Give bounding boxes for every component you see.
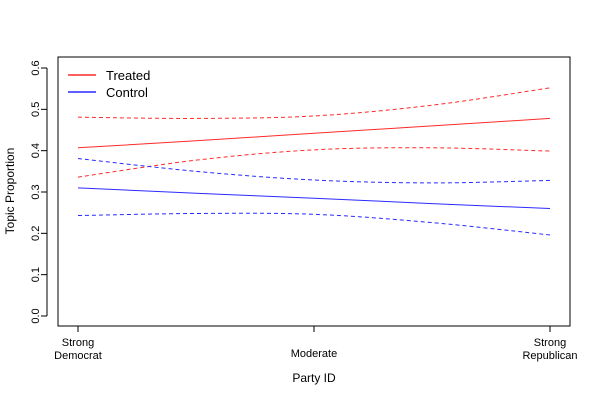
control-upper-ci-line — [77, 158, 551, 184]
x-tick-label: Republican — [522, 350, 577, 362]
series-layer — [77, 87, 551, 236]
treated-upper-ci-line — [77, 87, 551, 119]
control-lower-ci-line — [77, 212, 551, 236]
y-tick-label: 0.0 — [30, 308, 42, 323]
control-mean-line — [77, 187, 551, 210]
treated-mean-line — [77, 117, 551, 149]
legend-label-control: Control — [106, 85, 148, 100]
y-axis: 0.0 0.1 0.2 0.3 0.4 0.5 0.6 — [30, 60, 48, 324]
x-tick-label: Strong — [62, 337, 94, 349]
y-axis-title: Topic Proportion — [3, 148, 17, 235]
x-tick-label: Democrat — [54, 350, 102, 362]
legend: Treated Control — [68, 68, 150, 100]
x-tick-label: Moderate — [291, 348, 337, 360]
x-axis-title: Party ID — [292, 371, 336, 385]
treated-lower-ci-line — [77, 147, 551, 178]
y-tick-label: 0.4 — [30, 143, 42, 158]
y-tick-label: 0.2 — [30, 226, 42, 241]
y-tick-label: 0.1 — [30, 267, 42, 282]
y-tick-label: 0.5 — [30, 102, 42, 117]
y-tick-label: 0.3 — [30, 184, 42, 199]
x-tick-label: Strong — [534, 337, 566, 349]
legend-label-treated: Treated — [106, 68, 150, 83]
y-tick-label: 0.6 — [30, 60, 42, 75]
